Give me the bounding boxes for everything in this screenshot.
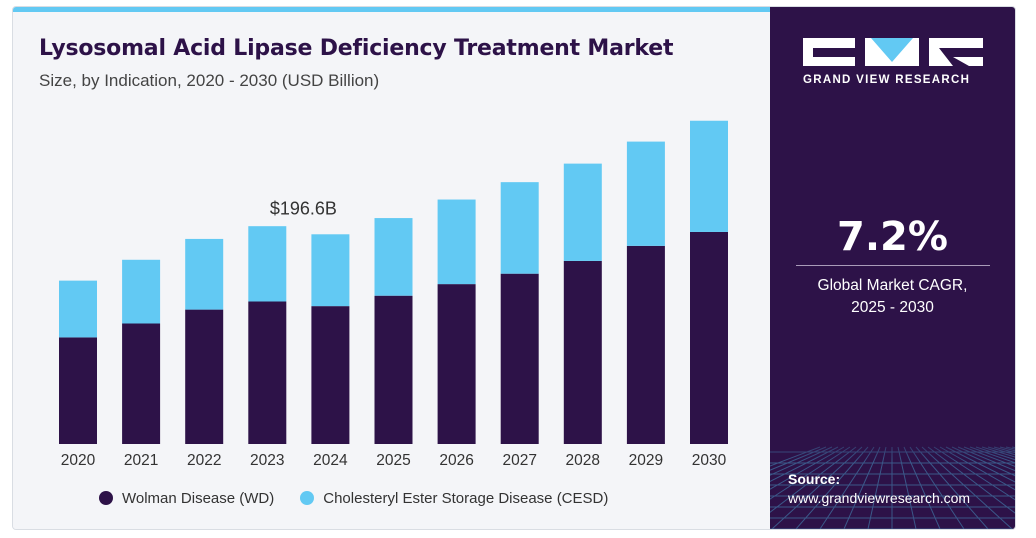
bar-2023-cesd (248, 226, 287, 302)
bar-2021-cesd (122, 259, 161, 324)
source-label: Source: (788, 471, 841, 487)
annotation-2024: $196.6B (270, 198, 337, 218)
decorative-grid-background (770, 422, 1015, 529)
bar-2026-cesd (437, 199, 476, 285)
bar-2029-wd (626, 245, 665, 444)
top-accent-stripe (13, 7, 770, 12)
bar-2028-wd (563, 260, 602, 444)
legend-label-wd: Wolman Disease (WD) (122, 489, 275, 507)
bar-2026-wd (437, 284, 476, 444)
stacked-bar-chart: 2020 2021 2022 2023 2024 $196.6B 2025 2026 2027 2… (59, 120, 728, 469)
x-tick-label-2021: 2021 (124, 452, 158, 469)
chart-legend: Wolman Disease (WD) Cholesteryl Ester St… (99, 488, 634, 508)
x-tick-label-2028: 2028 (566, 452, 600, 469)
bar-2022-cesd (185, 238, 224, 310)
bar-2025-wd (374, 295, 413, 444)
x-tick-label-2024: 2024 (313, 452, 348, 469)
bar-2030-cesd (690, 120, 728, 232)
chart-subtitle: Size, by Indication, 2020 - 2030 (USD Bi… (39, 71, 380, 90)
x-tick-label-2020: 2020 (61, 452, 96, 469)
source-url[interactable]: www.grandviewresearch.com (788, 490, 971, 506)
bar-2030-wd (690, 231, 728, 444)
bar-2023-wd (248, 301, 287, 444)
cagr-value: 7.2% (837, 214, 948, 260)
grand-view-research-logo-icon (803, 38, 983, 66)
legend-item-wd: Wolman Disease (WD) (99, 490, 274, 507)
x-tick-label-2027: 2027 (502, 452, 536, 469)
legend-swatch-cesd (300, 491, 315, 505)
x-tick-label-2029: 2029 (629, 452, 663, 469)
chart-title: Lysosomal Acid Lipase Deficiency Treatme… (39, 36, 674, 61)
legend-swatch-wd (99, 491, 113, 505)
x-tick-label-2026: 2026 (439, 452, 473, 469)
cagr-label: Global Market CAGR, 2025 - 2030 (790, 275, 995, 319)
bar-2025-cesd (374, 218, 413, 296)
x-tick-label-2023: 2023 (250, 452, 284, 469)
legend-item-cesd: Cholesteryl Ester Storage Disease (CESD) (300, 490, 608, 507)
bar-2020-wd (59, 337, 97, 444)
cagr-divider (796, 265, 990, 266)
summary-panel: GRAND VIEW RESEARCH 7.2% Global Market C… (770, 7, 1015, 529)
cagr-label-line1: Global Market CAGR, (817, 277, 968, 294)
bar-2022-wd (185, 309, 224, 444)
legend-label-cesd: Cholesteryl Ester Storage Disease (CESD) (323, 489, 609, 507)
x-tick-label-2025: 2025 (376, 452, 410, 469)
bar-2027-wd (500, 273, 539, 444)
bar-2021-wd (122, 323, 161, 444)
infographic-card: Lysosomal Acid Lipase Deficiency Treatme… (12, 6, 1016, 530)
bar-2020-cesd (59, 280, 97, 338)
brand-name: GRAND VIEW RESEARCH (803, 74, 971, 86)
x-tick-label-2030: 2030 (692, 452, 727, 469)
bar-2024-cesd (311, 234, 350, 307)
bar-2028-cesd (563, 163, 602, 261)
x-tick-label-2022: 2022 (187, 452, 221, 469)
bar-2029-cesd (626, 141, 665, 246)
bar-2027-cesd (500, 182, 539, 274)
cagr-label-line2: 2025 - 2030 (851, 299, 934, 316)
chart-panel: Lysosomal Acid Lipase Deficiency Treatme… (13, 7, 770, 529)
bar-2024-wd (311, 306, 350, 444)
